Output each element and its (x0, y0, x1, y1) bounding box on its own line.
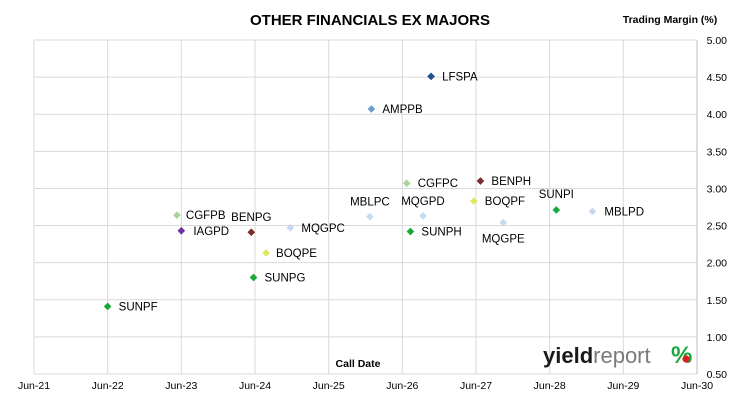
point-benph (476, 177, 485, 185)
logo-text-yield: yield (543, 343, 593, 368)
y-tick-label: 5.00 (707, 35, 728, 47)
point-sunph (406, 227, 415, 236)
point-label-sunpi: SUNPI (539, 189, 574, 201)
point-lfspa (427, 72, 435, 81)
point-label-boqpf: BOQPF (485, 196, 525, 208)
x-tick-label: Jun-30 (681, 380, 713, 392)
point-label-cgfpb: CGFPB (186, 210, 226, 222)
x-tick-label: Jun-29 (607, 380, 639, 392)
point-label-mqgpe: MQGPE (482, 234, 525, 246)
point-label-benpg: BENPG (231, 212, 271, 224)
point-label-sunpf: SUNPF (119, 301, 158, 313)
point-label-iagpd: IAGPD (193, 226, 229, 238)
point-mblpc (366, 212, 374, 221)
x-tick-label: Jun-26 (386, 380, 418, 392)
axes: 0.50 1.00 1.50 2.00 2.50 3.00 3.50 4.00 4.50 5.00… (18, 35, 727, 392)
y-tick-label: 2.00 (707, 258, 728, 270)
y-tick-label: 1.50 (707, 295, 728, 307)
y-tick-label: 3.50 (707, 146, 728, 158)
point-label-amppb: AMPPB (382, 104, 423, 116)
point-label-benph: BENPH (491, 176, 531, 188)
x-tick-label: Jun-27 (460, 380, 492, 392)
grid (33, 39, 698, 375)
point-label-mqgpc: MQGPC (301, 223, 344, 235)
point-label-sunpg: SUNPG (265, 273, 306, 285)
point-boqpe (262, 249, 270, 257)
y-tick-label: 1.00 (707, 332, 728, 344)
point-iagpd (177, 226, 186, 235)
x-tick-label: Jun-21 (18, 380, 50, 392)
y-tick-label: 4.50 (707, 72, 728, 84)
point-label-mqgpd: MQGPD (401, 196, 444, 208)
x-tick-label: Jun-22 (92, 380, 124, 392)
logo-text-report: report (593, 343, 650, 368)
logo-percent-symbol: % (671, 342, 692, 369)
y-tick-label: 3.00 (707, 183, 728, 195)
x-tick-label: Jun-24 (239, 380, 271, 392)
point-benpg (247, 228, 256, 237)
point-label-lfspa: LFSPA (442, 71, 478, 83)
chart-title: OTHER FINANCIALS EX MAJORS (250, 12, 490, 29)
point-label-boqpe: BOQPE (276, 248, 317, 260)
point-cgfpb (173, 211, 181, 219)
point-mqgpe (499, 218, 508, 227)
point-label-mblpc: MBLPC (350, 197, 390, 209)
point-cgfpc (402, 179, 411, 188)
svg-text:yieldreport: yieldreport (543, 343, 651, 368)
point-mqgpd (419, 212, 427, 220)
y-axis-label: Trading Margin (%) (623, 14, 718, 26)
point-boqpf (469, 197, 478, 205)
logo-percent-icon: % (671, 342, 692, 369)
y-tick-label: 2.50 (707, 221, 728, 233)
point-mblpd (588, 207, 597, 216)
y-tick-label: 4.00 (707, 109, 728, 121)
x-axis-label: Call Date (336, 358, 381, 370)
point-amppb (367, 105, 376, 113)
point-label-mblpd: MBLPD (604, 206, 644, 218)
y-tick-label: 0.50 (707, 369, 728, 381)
point-label-sunph: SUNPH (421, 226, 461, 238)
point-mqgpc (286, 223, 295, 232)
point-label-cgfpc: CGFPC (418, 178, 458, 190)
yieldreport-logo: yieldreport % (543, 342, 692, 369)
point-sunpi (552, 206, 561, 214)
x-tick-label: Jun-28 (534, 380, 566, 392)
point-sunpg (249, 273, 258, 282)
point-sunpf (103, 302, 112, 311)
x-tick-label: Jun-23 (165, 380, 197, 392)
x-tick-label: Jun-25 (313, 380, 345, 392)
